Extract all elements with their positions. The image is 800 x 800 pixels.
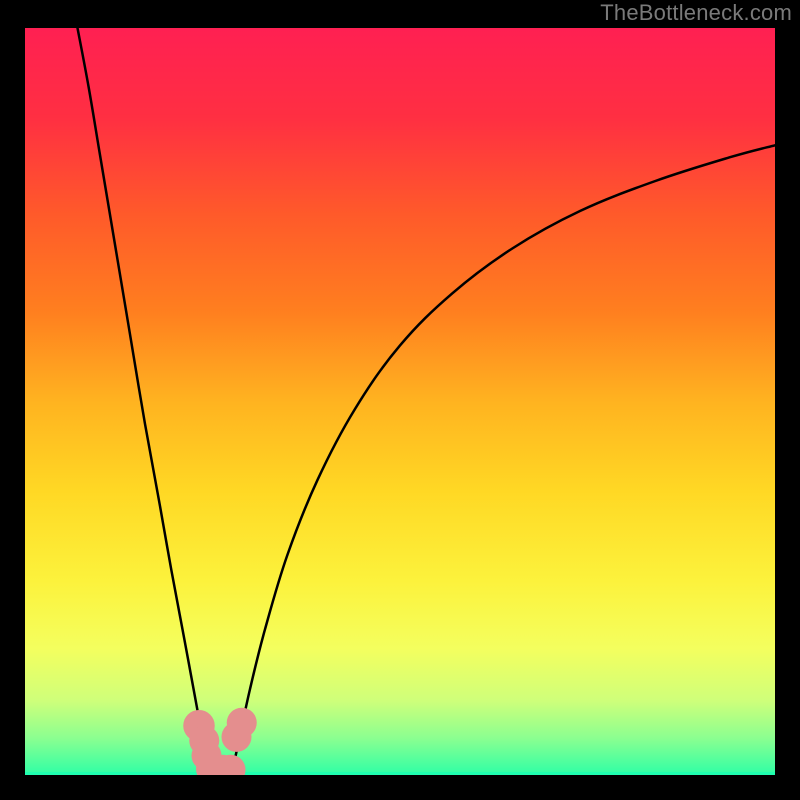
chart-container: TheBottleneck.com — [0, 0, 800, 800]
curve-right — [232, 145, 775, 772]
marker-dot — [227, 708, 257, 738]
curve-left — [78, 28, 211, 773]
marker-cluster — [222, 708, 257, 752]
plot-area — [25, 28, 775, 775]
bottom-band — [25, 772, 775, 775]
chart-svg — [25, 28, 775, 775]
